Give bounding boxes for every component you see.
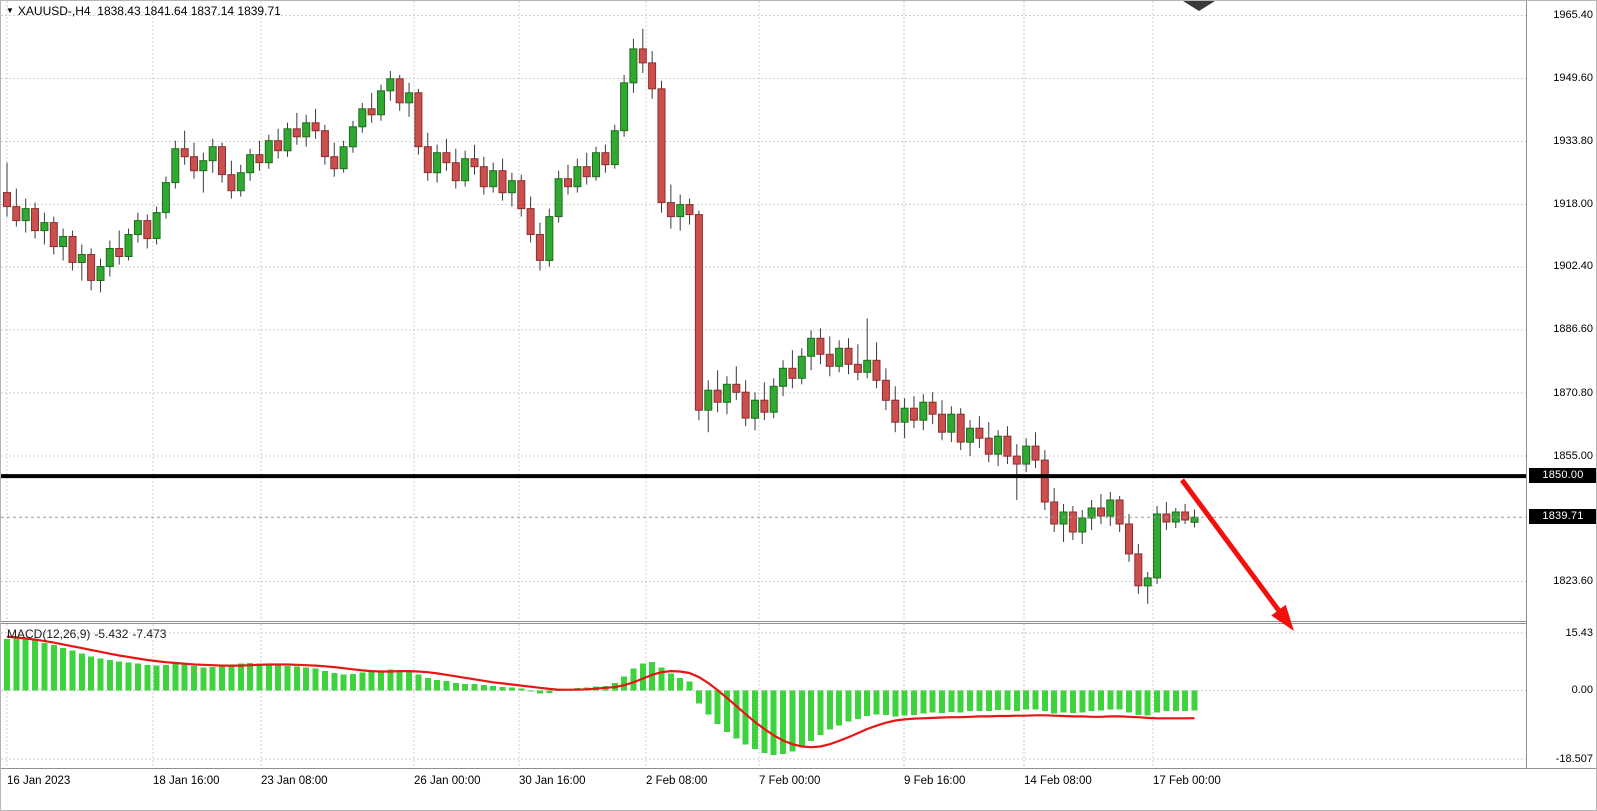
time-axis-label: 18 Jan 16:00 xyxy=(153,775,220,787)
macd-chart-canvas[interactable] xyxy=(1,624,1526,768)
price-axis-label: 1902.40 xyxy=(1553,260,1593,273)
symbol-info: ▼ XAUUSD-,H4 1838.43 1841.64 1837.14 1839… xyxy=(6,4,281,18)
time-axis-label: 7 Feb 00:00 xyxy=(759,775,821,787)
macd-indicator-label: MACD(12,26,9) -5.432 -7.473 xyxy=(7,627,170,641)
macd-grid xyxy=(1,624,1526,768)
chart-shift-marker[interactable] xyxy=(1183,1,1215,11)
time-axis-label: 26 Jan 00:00 xyxy=(414,775,481,787)
candlestick-series xyxy=(3,28,1199,604)
time-axis[interactable]: 16 Jan 2023 18 Jan 16:00 23 Jan 08:00 26 Ja… xyxy=(1,768,1596,810)
macd-axis-label: -18.507 xyxy=(1555,752,1593,765)
current-price-badge: 1839.71 xyxy=(1529,509,1596,525)
panel-splitter[interactable] xyxy=(1,621,1596,624)
price-grid xyxy=(1,1,1526,621)
time-axis-label: 9 Feb 16:00 xyxy=(904,775,966,787)
price-axis-label: 1886.60 xyxy=(1553,323,1593,336)
time-axis-label: 2 Feb 08:00 xyxy=(646,775,708,787)
price-axis-label: 1949.60 xyxy=(1553,71,1593,84)
macd-histogram-series xyxy=(4,637,1198,755)
price-axis-label: 1855.00 xyxy=(1553,449,1593,462)
price-level-badge: 1850.00 xyxy=(1529,468,1596,484)
time-axis-label: 14 Feb 08:00 xyxy=(1024,775,1092,787)
price-axis-label: 1823.60 xyxy=(1553,574,1593,587)
price-axis[interactable]: 1850.00 1839.71 1965.40 1949.60 1933.80 191… xyxy=(1526,1,1596,768)
macd-axis-label: 15.43 xyxy=(1565,626,1593,639)
macd-signal-value: -7.473 xyxy=(132,627,167,641)
symbol-timeframe-label: XAUUSD-,H4 xyxy=(17,4,91,18)
macd-name: MACD(12,26,9) xyxy=(7,627,91,641)
symbol-dropdown-icon: ▼ xyxy=(6,6,14,15)
price-axis-label: 1918.00 xyxy=(1553,198,1593,211)
ohlc-values: 1838.43 1841.64 1837.14 1839.71 xyxy=(97,4,281,18)
time-axis-label: 17 Feb 00:00 xyxy=(1153,775,1221,787)
macd-signal-line xyxy=(6,635,1195,749)
macd-axis-label: 0.00 xyxy=(1571,683,1593,696)
price-axis-label: 1870.80 xyxy=(1553,386,1593,399)
time-axis-label: 16 Jan 2023 xyxy=(7,775,71,787)
time-axis-label: 23 Jan 08:00 xyxy=(261,775,328,787)
time-axis-label: 30 Jan 16:00 xyxy=(519,775,586,787)
price-axis-label: 1933.80 xyxy=(1553,135,1593,148)
price-chart-canvas[interactable] xyxy=(1,1,1526,621)
price-axis-label: 1965.40 xyxy=(1553,8,1593,21)
macd-main-value: -5.432 xyxy=(94,627,129,641)
